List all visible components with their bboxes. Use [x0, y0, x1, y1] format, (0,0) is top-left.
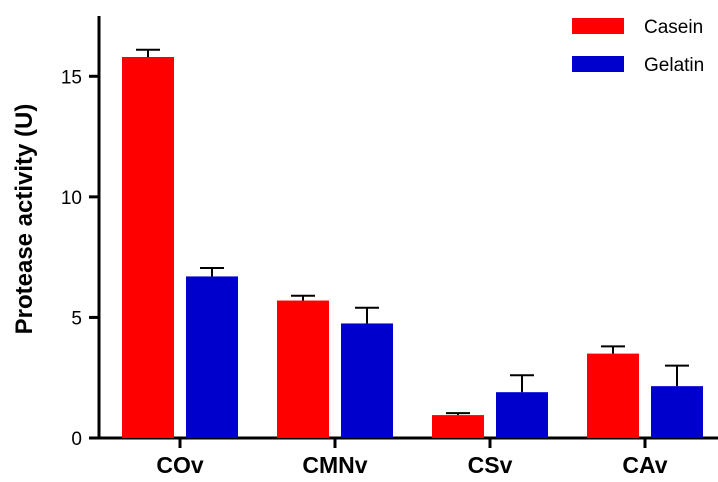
bar-gelatin-csv — [496, 392, 548, 438]
x-category-label: CAv — [622, 452, 667, 478]
bar-casein-csv — [432, 415, 484, 438]
bar-gelatin-cov — [186, 276, 238, 438]
legend-swatch-casein — [572, 18, 624, 34]
bars-layer — [122, 48, 703, 438]
legend: Casein Gelatin — [572, 17, 704, 76]
y-tick-label: 0 — [71, 429, 82, 450]
x-category-label: CSv — [468, 452, 513, 478]
y-axis-title: Protease activity (U) — [11, 104, 38, 335]
y-tick-label: 15 — [61, 67, 82, 88]
legend-label-gelatin: Gelatin — [644, 55, 704, 76]
bar-casein-cav — [587, 353, 639, 438]
bar-gelatin-cav — [651, 386, 703, 438]
legend-swatch-gelatin — [572, 56, 624, 72]
labels-layer: 0 5 10 15 COv CMNv CSv CAv — [61, 67, 668, 478]
y-tick-label: 10 — [61, 188, 82, 209]
legend-label-casein: Casein — [644, 17, 703, 38]
bar-casein-cov — [122, 56, 174, 438]
bar-casein-cmnv — [277, 300, 329, 438]
x-category-label: CMNv — [302, 452, 367, 478]
bar-gelatin-cmnv — [341, 323, 393, 438]
x-category-label: COv — [156, 452, 204, 478]
y-tick-label: 5 — [71, 308, 82, 329]
